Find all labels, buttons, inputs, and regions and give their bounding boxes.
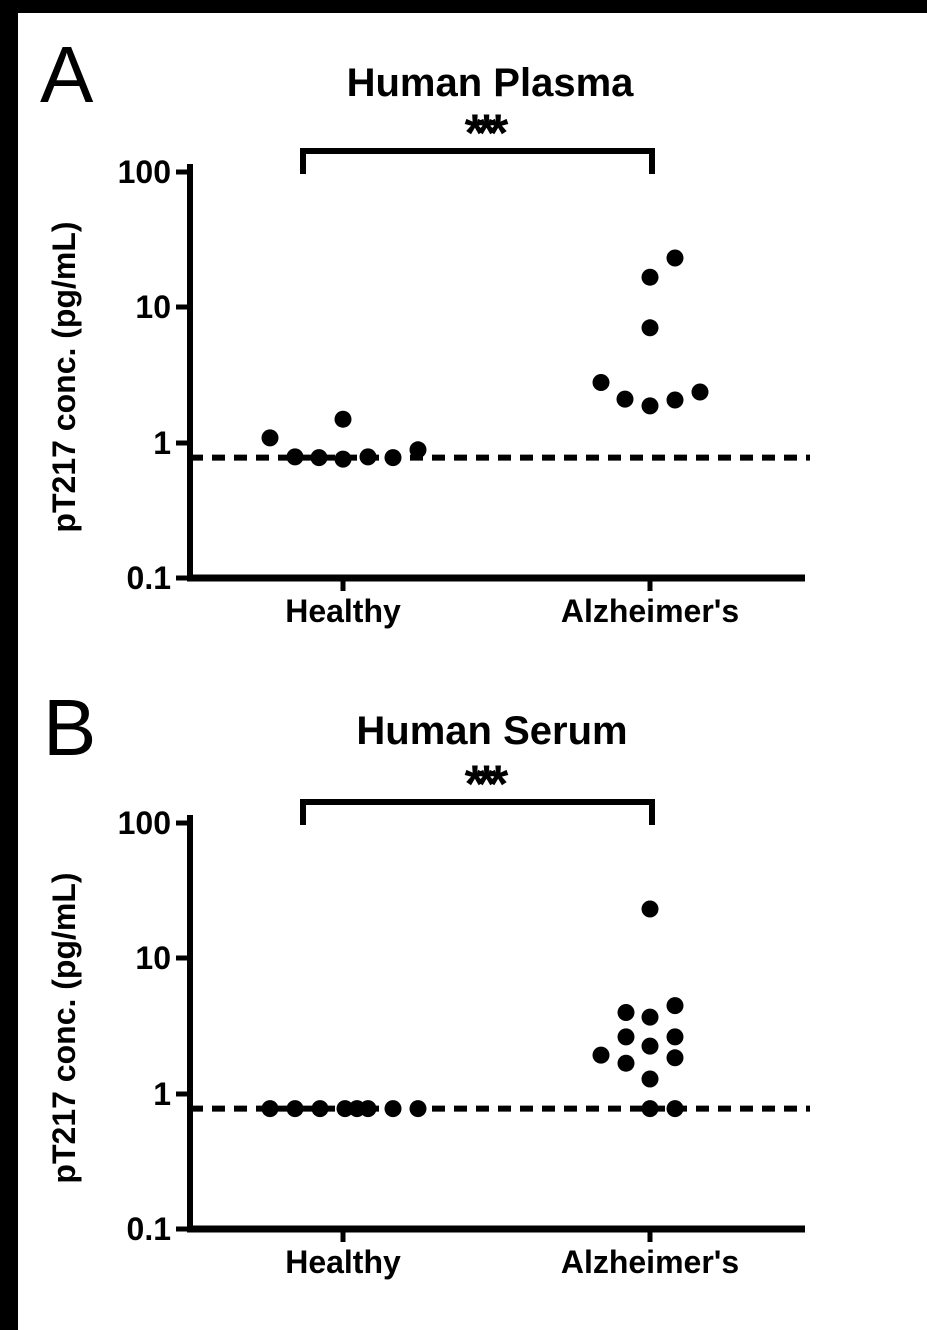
panel-a-ytick-label-100: 100 <box>118 154 171 190</box>
data-point-healthy <box>286 448 304 466</box>
panel-b-ytick-label-100: 100 <box>118 805 171 841</box>
data-point-alzheimers <box>666 1049 684 1067</box>
panel-a-data-points <box>261 249 709 468</box>
data-point-healthy <box>334 410 352 428</box>
panel-a-title: Human Plasma <box>347 61 635 105</box>
data-point-healthy <box>359 448 377 466</box>
data-point-alzheimers <box>641 397 659 415</box>
panel-b-ytick-label-10: 10 <box>135 940 171 976</box>
data-point-alzheimers <box>641 319 659 337</box>
data-point-healthy <box>286 1100 304 1118</box>
panel-b-y-axis: 100 10 1 0.1 pT217 conc. (pg/mL) <box>46 805 193 1247</box>
panel-a-xlabel-alzheimers: Alzheimer's <box>561 593 739 629</box>
panel-b-xlabel-healthy: Healthy <box>285 1244 401 1280</box>
scan-border-top <box>0 0 927 13</box>
data-point-alzheimers <box>641 900 659 918</box>
data-point-alzheimers <box>592 1046 610 1064</box>
panel-b-significance-stars: *** <box>465 755 509 814</box>
panel-b-xlabel-alzheimers: Alzheimer's <box>561 1244 739 1280</box>
data-point-alzheimers <box>691 383 709 401</box>
data-point-healthy <box>409 441 427 459</box>
data-point-alzheimers <box>617 1054 635 1072</box>
panel-b-ytick-label-1: 1 <box>153 1076 171 1112</box>
data-point-alzheimers <box>666 1100 684 1118</box>
panel-b-y-axis-label: pT217 conc. (pg/mL) <box>46 872 82 1183</box>
data-point-healthy <box>359 1100 377 1118</box>
data-point-alzheimers <box>616 390 634 408</box>
data-point-alzheimers <box>641 1100 659 1118</box>
data-point-healthy <box>310 449 328 467</box>
data-point-alzheimers <box>641 1037 659 1055</box>
panel-a: A Human Plasma *** 100 10 1 0.1 pT217 co… <box>40 30 810 629</box>
panel-label-a: A <box>40 30 94 119</box>
data-point-alzheimers <box>617 1004 635 1021</box>
data-point-alzheimers <box>666 997 684 1015</box>
data-point-alzheimers <box>666 391 684 409</box>
data-point-healthy <box>384 1100 402 1118</box>
panel-a-y-axis: 100 10 1 0.1 pT217 conc. (pg/mL) <box>46 154 193 596</box>
panel-b-title: Human Serum <box>356 709 627 753</box>
panel-a-ytick-label-1: 1 <box>153 425 171 461</box>
panel-label-b: B <box>43 683 96 772</box>
panel-a-xlabel-healthy: Healthy <box>285 593 401 629</box>
data-point-healthy <box>409 1100 427 1118</box>
data-point-alzheimers <box>666 249 684 267</box>
panel-a-significance-stars: *** <box>465 104 509 163</box>
panel-a-significance-bracket <box>300 148 655 174</box>
panel-a-ytick-label-10: 10 <box>135 289 171 325</box>
data-point-alzheimers <box>641 1008 659 1026</box>
panel-b-x-axis: Healthy Alzheimer's <box>187 1225 805 1280</box>
panel-a-ytick-label-0p1: 0.1 <box>127 560 171 596</box>
data-point-healthy <box>261 429 279 447</box>
panel-b-ytick-label-0p1: 0.1 <box>127 1211 171 1247</box>
data-point-alzheimers <box>592 374 610 391</box>
data-point-alzheimers <box>641 268 659 286</box>
data-point-alzheimers <box>617 1028 635 1046</box>
scan-border-left <box>0 0 18 1330</box>
panel-b-significance-bracket <box>300 799 655 825</box>
data-point-healthy <box>336 1100 354 1118</box>
data-point-alzheimers <box>641 1070 659 1088</box>
data-point-healthy <box>384 449 402 467</box>
panel-b-data-points <box>261 900 684 1118</box>
panel-a-y-axis-label: pT217 conc. (pg/mL) <box>46 221 82 532</box>
data-point-alzheimers <box>666 1028 684 1046</box>
panel-a-x-axis: Healthy Alzheimer's <box>187 574 805 629</box>
data-point-healthy <box>311 1100 329 1118</box>
data-point-healthy <box>334 450 352 468</box>
data-point-healthy <box>261 1100 279 1118</box>
panel-b: B Human Serum *** 100 10 1 0.1 pT217 con… <box>43 683 810 1280</box>
